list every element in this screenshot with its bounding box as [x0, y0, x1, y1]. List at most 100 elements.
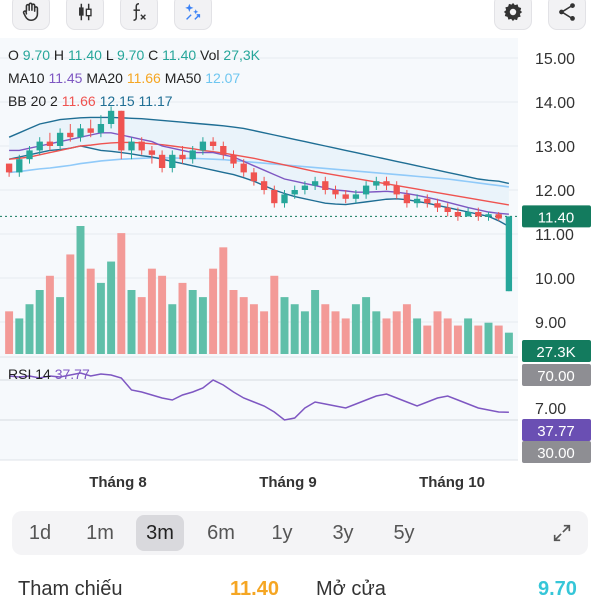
- candle-body: [128, 141, 135, 151]
- candle-body: [16, 159, 23, 173]
- volume-bar: [219, 247, 228, 354]
- ai-sparkle-icon[interactable]: [174, 0, 212, 30]
- candlesticks: [5, 106, 513, 292]
- share-icon[interactable]: [548, 0, 586, 30]
- candle-body: [230, 154, 237, 164]
- candle-body: [158, 154, 166, 168]
- volume-bar: [15, 318, 24, 354]
- volume-bar: [392, 311, 401, 354]
- candle-body: [413, 198, 421, 204]
- period-3m[interactable]: 3m: [136, 515, 184, 551]
- hand-icon[interactable]: [12, 0, 50, 30]
- candle-body: [505, 216, 513, 292]
- volume-bar: [453, 325, 462, 354]
- gear-icon[interactable]: [494, 0, 532, 30]
- period-1d[interactable]: 1d: [28, 521, 52, 544]
- volume-bar: [270, 275, 279, 354]
- price-tick-label: 12.00: [535, 183, 575, 200]
- price-tick-label: 11.00: [535, 227, 574, 244]
- volume-bar: [464, 318, 473, 354]
- open-price-label: Mở cửa: [316, 578, 386, 600]
- candle-body: [311, 181, 319, 186]
- time-tick-label: Tháng 9: [259, 474, 317, 491]
- candle-body: [281, 194, 288, 204]
- volume-bar: [66, 254, 75, 354]
- bb-mid-value: 12.15: [99, 93, 135, 109]
- volume-bar: [280, 297, 289, 354]
- expand-icon[interactable]: [538, 515, 586, 551]
- volume-bar: [494, 325, 503, 354]
- volume-bar: [86, 268, 95, 354]
- candle-body: [464, 212, 472, 217]
- price-tick-label: 10.00: [535, 271, 575, 288]
- period-3y[interactable]: 3y: [332, 521, 354, 544]
- candle-body: [189, 150, 196, 160]
- ma50-label: MA50: [164, 70, 202, 86]
- volume-bar: [474, 325, 483, 354]
- volume-bar: [229, 290, 238, 354]
- high-value: 11.40: [67, 47, 102, 63]
- volume-bar: [168, 304, 177, 354]
- candle-body: [97, 124, 105, 133]
- volume-bar: [147, 268, 156, 354]
- function-icon[interactable]: [120, 0, 158, 30]
- volume-bars: [5, 226, 513, 354]
- volume-badge-bg: [522, 340, 591, 362]
- volume-bar: [127, 290, 136, 354]
- rsi-70-badge-bg: [522, 364, 591, 386]
- candle-body: [67, 132, 74, 138]
- volume-bar: [290, 304, 299, 354]
- time-tick-label: Tháng 8: [89, 474, 147, 491]
- rsi-panel: [0, 372, 518, 421]
- price-tick-label: 14.00: [535, 95, 575, 112]
- period-5y[interactable]: 5y: [393, 521, 415, 544]
- candle-body: [179, 154, 186, 160]
- volume-bar: [209, 268, 218, 354]
- toolbar: [0, 0, 600, 36]
- volume-bar: [260, 311, 269, 354]
- open-value: 9.70: [22, 47, 51, 63]
- candle-body: [332, 190, 339, 195]
- candle-body: [271, 190, 278, 204]
- rsi-tick-label: 7.00: [535, 401, 566, 418]
- period-6m[interactable]: 6m: [207, 521, 235, 544]
- candle-body: [56, 132, 64, 146]
- price-tick-label: 13.00: [535, 139, 575, 156]
- low-value: 9.70: [117, 47, 145, 63]
- volume-bar: [321, 304, 330, 354]
- candlestick-icon[interactable]: [66, 0, 104, 30]
- indicator-lines: [0, 116, 518, 228]
- bb-label: BB 20 2: [8, 93, 58, 109]
- rsi-value: 37.77: [54, 366, 90, 382]
- candle-body: [352, 194, 360, 199]
- volume-label: Vol: [200, 47, 220, 63]
- candle-body: [424, 198, 431, 204]
- volume-bar: [300, 311, 309, 354]
- open-label: O: [8, 47, 19, 63]
- volume-badge: 27.3K: [536, 344, 575, 361]
- volume-bar: [341, 318, 350, 354]
- price-chart[interactable]: 15.00 14.00 13.00 12.00 11.00 10.00 9.00 7.00 T…: [0, 36, 600, 506]
- candle-body: [434, 203, 441, 208]
- volume-bar: [198, 297, 207, 354]
- candle-body: [495, 214, 502, 219]
- rsi-line: [9, 372, 509, 421]
- ma50-line: [9, 157, 510, 188]
- period-1m[interactable]: 1m: [86, 521, 114, 544]
- volume-bar: [402, 304, 411, 354]
- time-axis: Tháng 8 Tháng 9 Tháng 10: [89, 474, 485, 491]
- candle-body: [393, 185, 400, 195]
- volume-bar: [96, 282, 105, 354]
- volume-bar: [56, 297, 65, 354]
- period-1y[interactable]: 1y: [271, 521, 293, 544]
- candle-body: [444, 207, 451, 212]
- ma20-value: 11.66: [126, 70, 161, 86]
- last-price-badge: 11.40: [538, 209, 574, 226]
- volume-bar: [484, 322, 493, 354]
- axis-badges: 11.40 27.3K 70.00 37.77 30.00: [522, 205, 591, 463]
- candle-body: [26, 150, 33, 160]
- low-label: L: [105, 47, 114, 63]
- candle-body: [107, 110, 115, 124]
- candle-body: [454, 212, 462, 217]
- volume-bar: [25, 304, 34, 354]
